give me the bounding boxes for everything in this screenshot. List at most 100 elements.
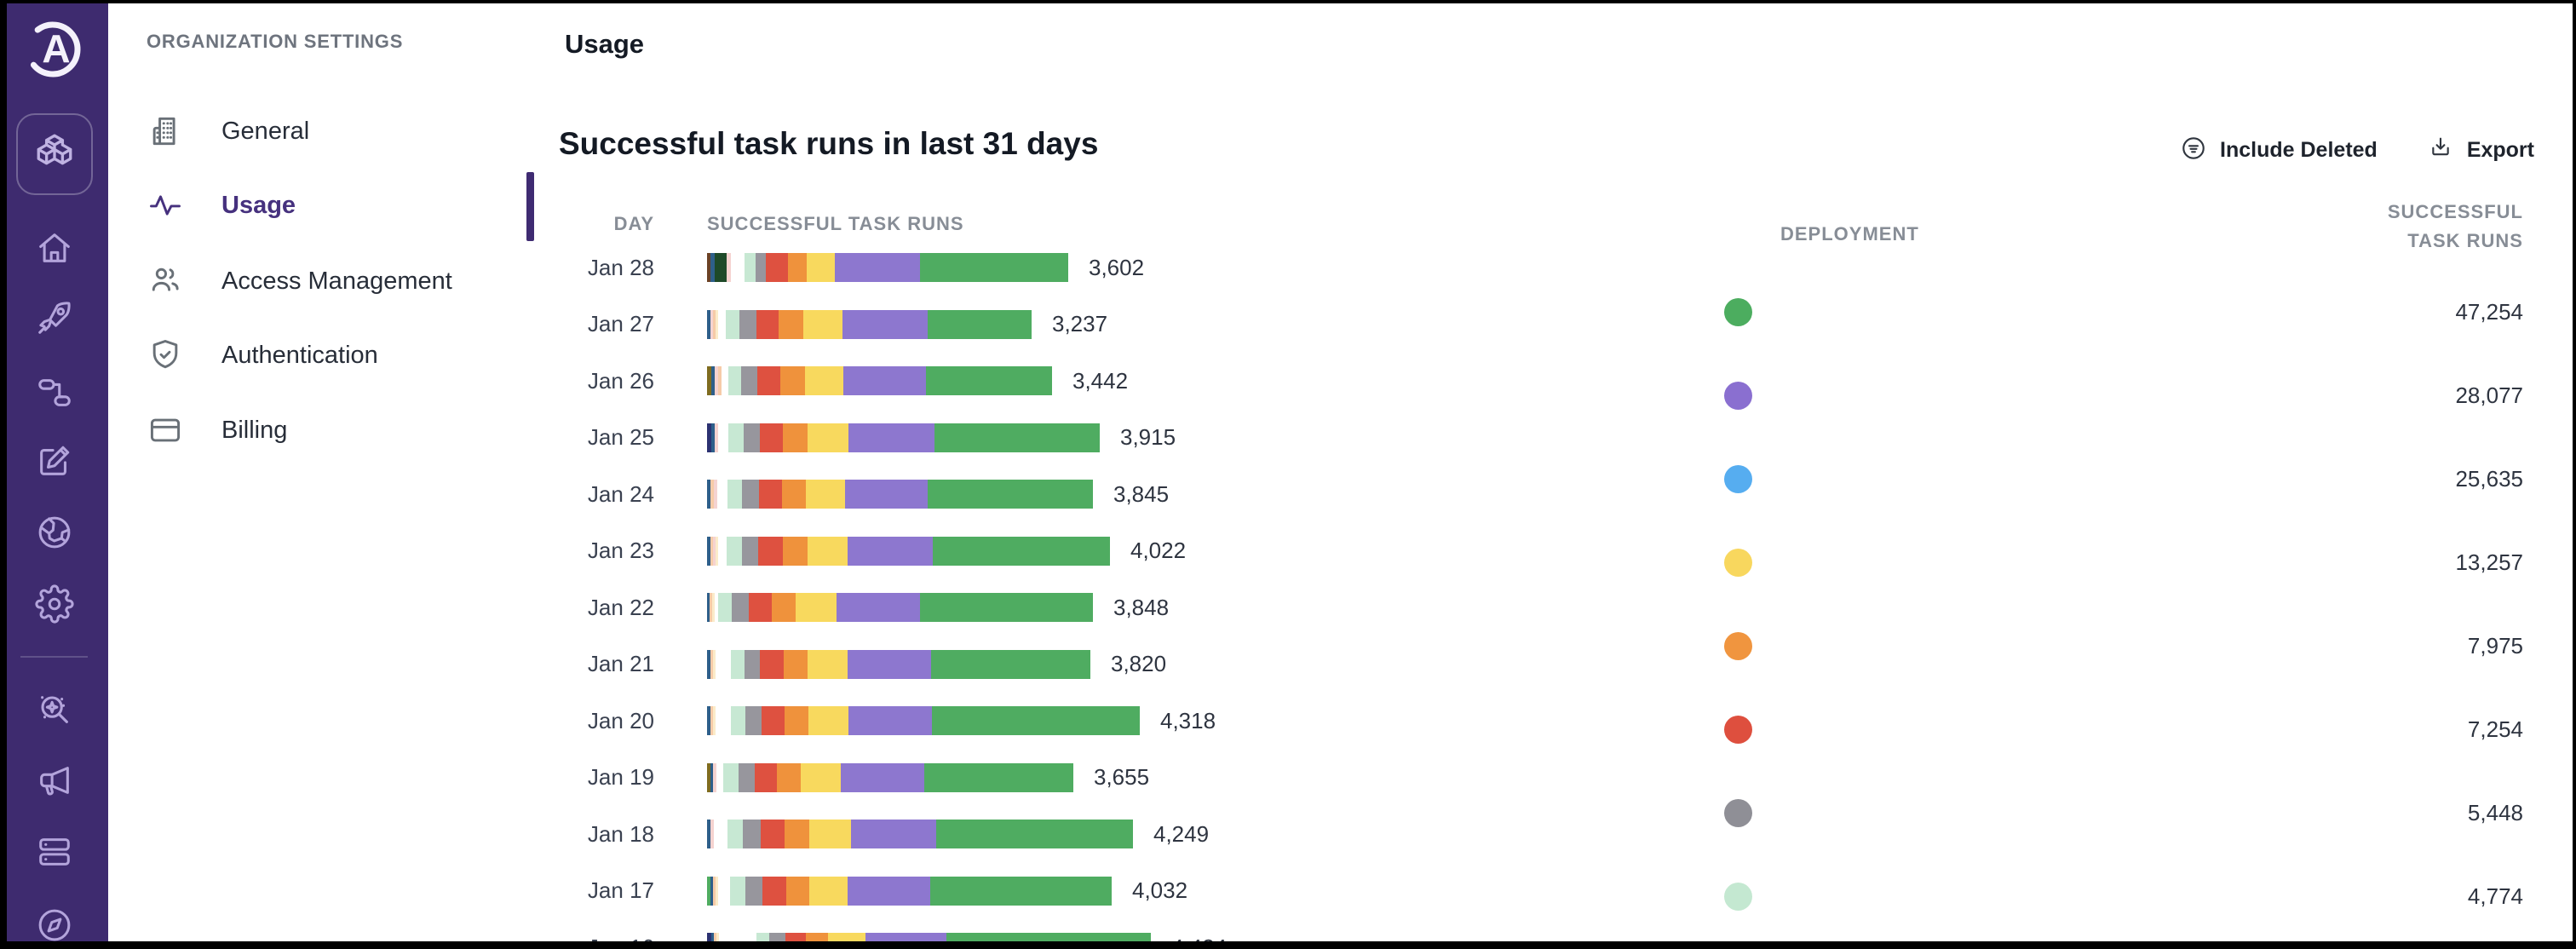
sidebar-item-usage[interactable]: Usage xyxy=(147,180,296,231)
rail-item[interactable] xyxy=(0,298,108,342)
rail-item[interactable] xyxy=(0,584,108,628)
sidebar-item-access-management[interactable]: Access Management xyxy=(147,256,452,307)
run-count: 4,318 xyxy=(1160,707,1216,733)
bar-segment-yellow xyxy=(803,309,842,339)
bar-segment-red xyxy=(749,593,772,623)
bar-segment-mint xyxy=(731,706,745,736)
day-label: Jan 24 xyxy=(587,480,654,507)
bar-segment-mint xyxy=(727,820,743,849)
bar-segment-red xyxy=(756,309,779,339)
bar-segment-gray xyxy=(745,876,762,906)
bar-segment-gap xyxy=(718,423,728,452)
table-row: Jan 18 4,249 xyxy=(559,806,1709,863)
bar-segment-cream xyxy=(716,309,718,339)
stacked-bar[interactable] xyxy=(707,762,1073,792)
stacked-bar[interactable] xyxy=(707,706,1140,736)
rail-item[interactable] xyxy=(0,690,108,733)
sidebar-item-general[interactable]: General xyxy=(147,106,309,157)
sidebar-item-label: Usage xyxy=(221,191,296,219)
rail-item[interactable] xyxy=(0,832,108,876)
stacked-bar[interactable] xyxy=(707,933,1151,949)
bar-segment-red xyxy=(760,423,783,452)
day-label: Jan 21 xyxy=(587,651,654,677)
bar-segment-yellow xyxy=(828,933,865,949)
magic-search-icon xyxy=(35,690,74,733)
people-icon xyxy=(147,262,184,300)
deployment-dot xyxy=(1724,882,1752,911)
deployment-row-purple[interactable]: 28,077 xyxy=(1721,354,2523,437)
rail-item-active[interactable] xyxy=(16,113,93,195)
bar-segment-mint xyxy=(730,876,745,906)
bar-segment-steel xyxy=(707,706,710,736)
bar-segment-green xyxy=(931,649,1090,679)
deployment-row-mint[interactable]: 4,774 xyxy=(1721,854,2523,938)
bar-segment-yellow xyxy=(808,423,848,452)
bar-segment-gap xyxy=(718,536,727,566)
stacked-bar[interactable] xyxy=(707,820,1133,849)
sidebar-item-authentication[interactable]: Authentication xyxy=(147,330,378,381)
bar-segment-orange xyxy=(784,649,808,679)
bar-segment-gray xyxy=(741,366,757,396)
deployment-row-orange[interactable]: 7,975 xyxy=(1721,604,2523,687)
stacked-bar[interactable] xyxy=(707,480,1093,509)
stacked-bar[interactable] xyxy=(707,309,1032,339)
bar-segment-yellow xyxy=(801,762,841,792)
stacked-bar[interactable] xyxy=(707,366,1052,396)
bar-segment-gap xyxy=(716,706,731,736)
bar-segment-orange xyxy=(782,480,806,509)
bar-segment-mint xyxy=(727,536,742,566)
compose-icon xyxy=(35,441,74,485)
bar-segment-gap xyxy=(715,593,718,623)
rail-item[interactable] xyxy=(0,441,108,485)
stacked-bar[interactable] xyxy=(707,423,1100,452)
deployment-row-blue[interactable]: 25,635 xyxy=(1721,437,2523,521)
bar-segment-purple xyxy=(835,253,920,283)
rail-item[interactable] xyxy=(0,906,108,949)
sidebar-item-billing[interactable]: Billing xyxy=(147,405,287,456)
bar-segment-yellow xyxy=(808,536,848,566)
stacked-bar[interactable] xyxy=(707,536,1110,566)
deployment-row-yellow[interactable]: 13,257 xyxy=(1721,521,2523,604)
rail-item[interactable] xyxy=(0,761,108,804)
rail-item[interactable] xyxy=(0,228,108,272)
globe-icon xyxy=(35,513,74,556)
bar-segment-steel xyxy=(710,253,715,283)
bar-segment-mint xyxy=(723,762,739,792)
day-label: Jan 26 xyxy=(587,367,654,394)
bar-segment-yellow xyxy=(805,366,843,396)
export-label: Export xyxy=(2466,138,2534,162)
bar-segment-cream xyxy=(716,536,718,566)
bar-segment-gap xyxy=(716,762,723,792)
bar-segment-purple xyxy=(841,762,924,792)
deployment-row-green[interactable]: 47,254 xyxy=(1721,270,2523,354)
bar-segment-pink xyxy=(714,480,717,509)
column-header-day: DAY xyxy=(613,213,654,234)
stacked-bar[interactable] xyxy=(707,593,1093,623)
deployment-dot xyxy=(1724,715,1752,744)
bar-segment-yellow xyxy=(796,593,837,623)
bar-segment-navy xyxy=(707,933,711,949)
rail-item[interactable] xyxy=(0,373,108,417)
bar-segment-brown xyxy=(707,253,710,283)
bar-segment-mint xyxy=(731,649,745,679)
run-count: 4,249 xyxy=(1153,820,1210,847)
scroll-indicator[interactable] xyxy=(526,172,534,241)
day-label: Jan 18 xyxy=(587,820,654,847)
stacked-bar[interactable] xyxy=(707,649,1090,679)
stacked-bar[interactable] xyxy=(707,253,1068,283)
bar-segment-pink xyxy=(713,536,716,566)
bar-segment-peach xyxy=(713,876,716,906)
include-deleted-button[interactable]: Include Deleted xyxy=(2180,135,2378,166)
bar-segment-gray xyxy=(756,253,766,283)
deployment-row-red[interactable]: 7,254 xyxy=(1721,687,2523,771)
rail-item[interactable] xyxy=(0,513,108,556)
deployment-table: 47,254 28,077 25,635 13,257 7,975 7,254 5,448 4… xyxy=(1721,270,2523,943)
rocket-icon xyxy=(35,298,74,342)
export-button[interactable]: Export xyxy=(2427,135,2534,166)
table-row: Jan 28 3,602 xyxy=(559,239,1709,296)
bar-segment-navy xyxy=(707,423,711,452)
stacked-bar[interactable] xyxy=(707,876,1112,906)
app-logo[interactable]: A xyxy=(24,14,85,85)
bar-segment-gray xyxy=(745,649,760,679)
deployment-row-gray[interactable]: 5,448 xyxy=(1721,771,2523,854)
